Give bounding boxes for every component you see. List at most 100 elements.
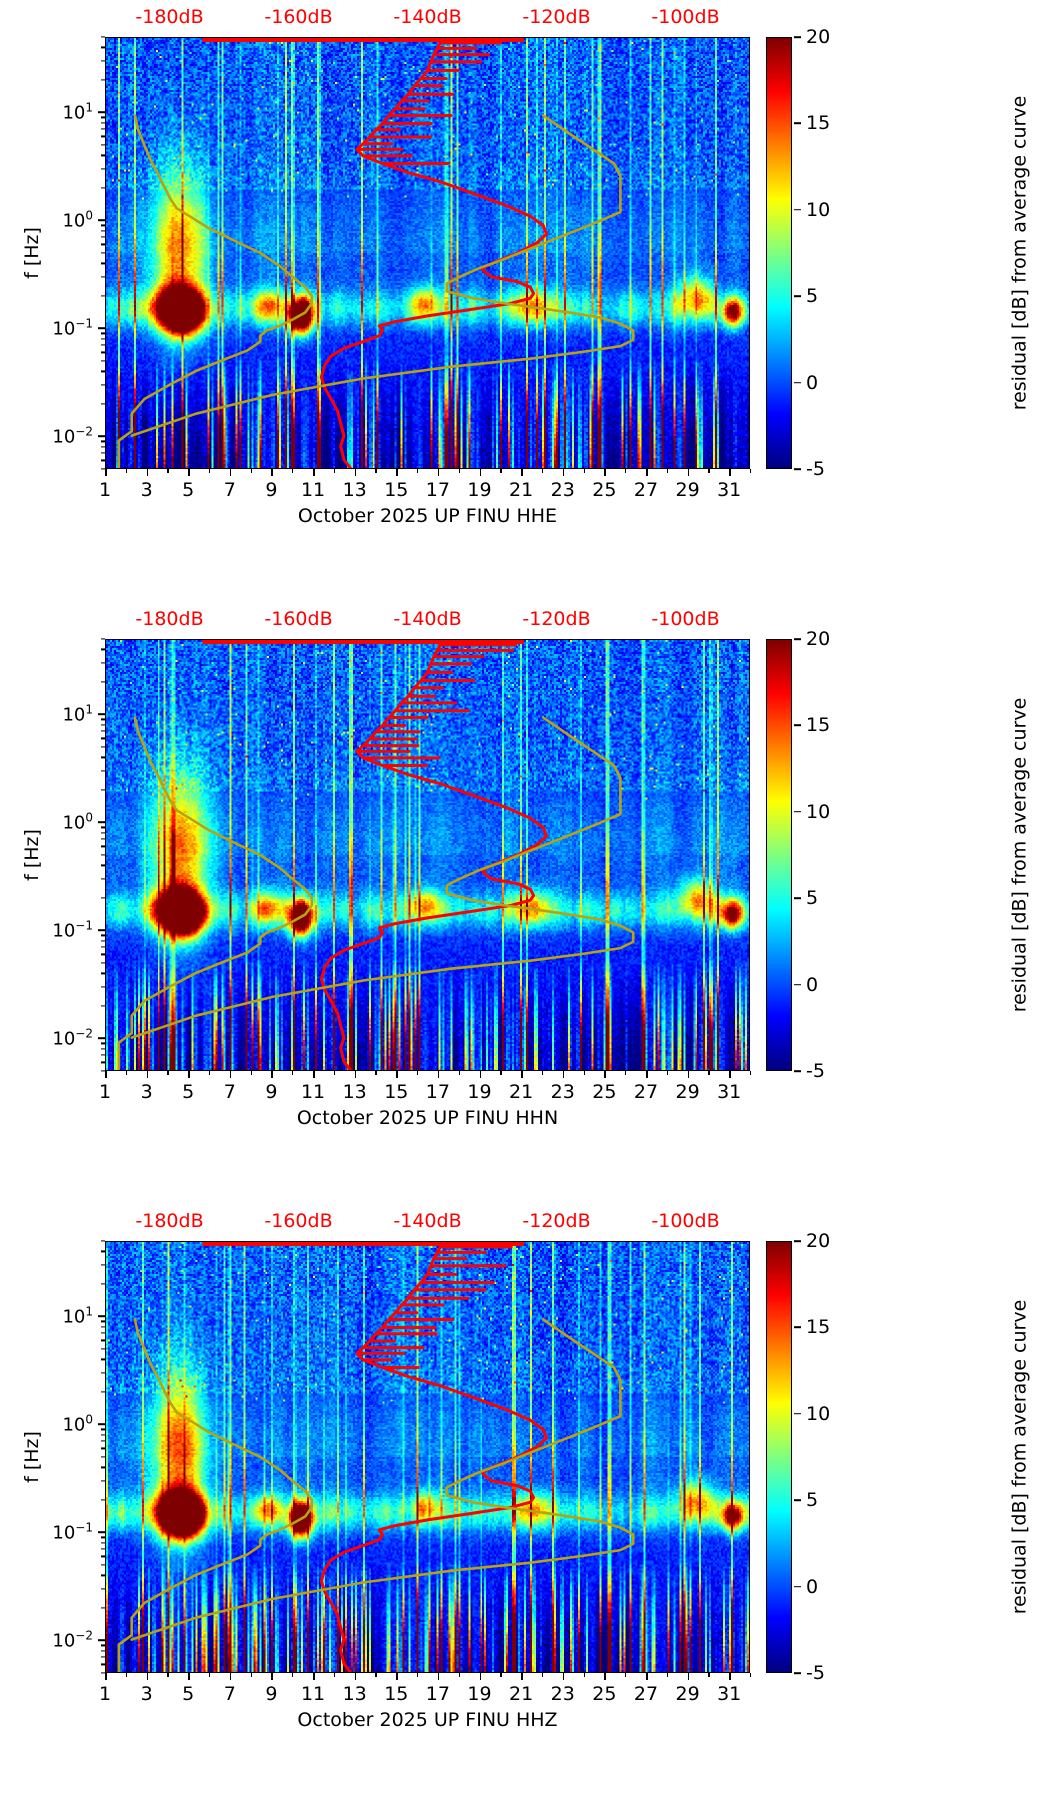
db-axis-tick-label: -180dB: [135, 608, 204, 630]
colorbar-tick: [794, 638, 801, 640]
x-axis-major-tick: [271, 1071, 274, 1078]
x-axis-major-tick: [188, 1071, 190, 1078]
y-axis-minor-tick: [101, 1574, 105, 1577]
x-axis-tick-label: 25: [592, 479, 617, 501]
colorbar-title: residual [dB] from average curve: [1008, 95, 1031, 411]
x-axis-tick-label: 7: [223, 1683, 236, 1705]
y-axis-minor-tick: [101, 243, 105, 246]
colorbar-tick-label: 0: [806, 371, 819, 394]
colorbar-tick: [794, 1585, 801, 1588]
colorbar-color-scale: [767, 38, 791, 468]
x-axis-major-tick: [687, 1673, 690, 1680]
x-axis-major-tick: [521, 469, 523, 476]
x-axis-major-tick: [354, 469, 357, 476]
colorbar-tick-label: -5: [806, 458, 825, 480]
colorbar-gradient: [766, 37, 792, 469]
x-axis-major-tick: [188, 1673, 190, 1680]
high-noise-model-curve: [132, 718, 634, 1038]
y-axis-minor-tick: [101, 332, 105, 335]
high-noise-model-curve: [132, 116, 634, 436]
x-axis-minor-tick: [708, 469, 710, 473]
y-axis-minor-tick: [101, 1070, 105, 1072]
colorbar-tick: [794, 1672, 801, 1674]
y-axis-minor-tick: [101, 403, 105, 405]
x-axis-major-tick: [521, 1071, 523, 1078]
y-axis-minor-tick: [101, 737, 105, 740]
x-axis-minor-tick: [458, 469, 460, 473]
y-axis-minor-tick: [101, 1320, 105, 1323]
y-axis-tick-label: 101: [62, 1304, 93, 1328]
y-axis-minor-tick: [101, 1548, 105, 1550]
x-axis-minor-tick: [625, 469, 627, 473]
colorbar-gradient: [766, 1241, 792, 1673]
y-axis-minor-tick: [101, 46, 105, 49]
y-axis-minor-tick: [101, 1428, 105, 1431]
x-axis-major-tick: [729, 1673, 731, 1680]
y-axis: f [Hz] 10−2 10−1 100 101: [0, 638, 105, 1072]
y-axis-minor-tick: [101, 128, 105, 130]
x-axis-minor-tick: [375, 1071, 377, 1075]
colorbar-tick: [794, 1240, 801, 1242]
y-axis-major-tick: [98, 1531, 105, 1534]
x-axis-tick-label: 17: [425, 1683, 450, 1705]
x-axis-minor-tick: [541, 1071, 544, 1075]
x-axis-tick-label: 27: [633, 1683, 659, 1705]
y-axis-minor-tick: [101, 1644, 105, 1647]
x-axis-minor-tick: [500, 1673, 502, 1677]
y-axis-minor-tick: [101, 135, 105, 138]
x-axis-minor-tick: [417, 469, 419, 473]
x-axis-major-tick: [229, 1673, 232, 1680]
y-axis-title: f [Hz]: [20, 829, 43, 881]
x-axis-minor-tick: [750, 1673, 752, 1677]
x-axis-major-tick: [396, 1071, 398, 1078]
x-axis-tick-label: 13: [342, 1081, 367, 1103]
y-axis-minor-tick: [101, 440, 105, 443]
y-axis-minor-tick: [101, 344, 105, 346]
x-axis-minor-tick: [458, 1673, 460, 1677]
db-axis-tick-label: -120dB: [522, 6, 591, 28]
x-axis-minor-tick: [292, 469, 294, 473]
x-axis-tick-label: 11: [300, 1683, 326, 1705]
y-axis-major-tick: [98, 713, 105, 716]
x-axis-title: October 2025 UP FINU HHZ: [297, 1709, 558, 1731]
x-axis-tick-label: 9: [265, 479, 278, 501]
x-axis-minor-tick: [666, 1673, 668, 1677]
y-axis-minor-tick: [101, 360, 105, 362]
y-axis-tick-label: 10−2: [52, 424, 93, 448]
x-axis-tick-label: 31: [717, 1683, 742, 1705]
y-axis-tick-label: 100: [62, 810, 93, 834]
x-axis-tick-label: 21: [509, 1081, 534, 1103]
y-axis-minor-tick: [101, 826, 105, 829]
x-axis-minor-tick: [666, 1071, 668, 1075]
y-axis-minor-tick: [101, 1391, 105, 1393]
db-axis-tick-label: -120dB: [522, 608, 591, 630]
y-axis-minor-tick: [101, 934, 105, 937]
x-axis-minor-tick: [458, 1071, 460, 1075]
y-axis-tick-label: 101: [62, 702, 93, 726]
y-axis-minor-tick: [101, 1434, 105, 1436]
y-axis-minor-tick: [101, 1672, 105, 1674]
db-axis-tick-label: -100dB: [651, 6, 720, 28]
y-axis-minor-tick: [101, 1240, 105, 1242]
y-axis-minor-tick: [101, 770, 105, 772]
x-axis-major-tick: [105, 469, 107, 476]
x-axis-minor-tick: [250, 1071, 252, 1075]
colorbar-tick: [794, 36, 801, 38]
colorbar-tick: [794, 1326, 801, 1329]
y-axis-major-tick: [98, 327, 105, 330]
colorbar-color-scale: [767, 1242, 791, 1672]
x-axis-major-tick: [313, 1673, 315, 1680]
x-axis-tick-label: 23: [550, 1683, 575, 1705]
db-axis-tick-label: -180dB: [135, 6, 204, 28]
y-axis-minor-tick: [101, 370, 105, 373]
y-axis-minor-tick: [101, 144, 105, 146]
x-axis-minor-tick: [167, 1673, 169, 1677]
y-axis-minor-tick: [101, 295, 105, 297]
y-axis-minor-tick: [101, 384, 105, 386]
y-axis-minor-tick: [101, 878, 105, 880]
y-axis-minor-tick: [101, 1456, 105, 1458]
x-axis-minor-tick: [333, 469, 336, 473]
x-axis-major-tick: [437, 469, 440, 476]
y-axis-minor-tick: [101, 1440, 105, 1442]
x-axis-minor-tick: [417, 1673, 419, 1677]
